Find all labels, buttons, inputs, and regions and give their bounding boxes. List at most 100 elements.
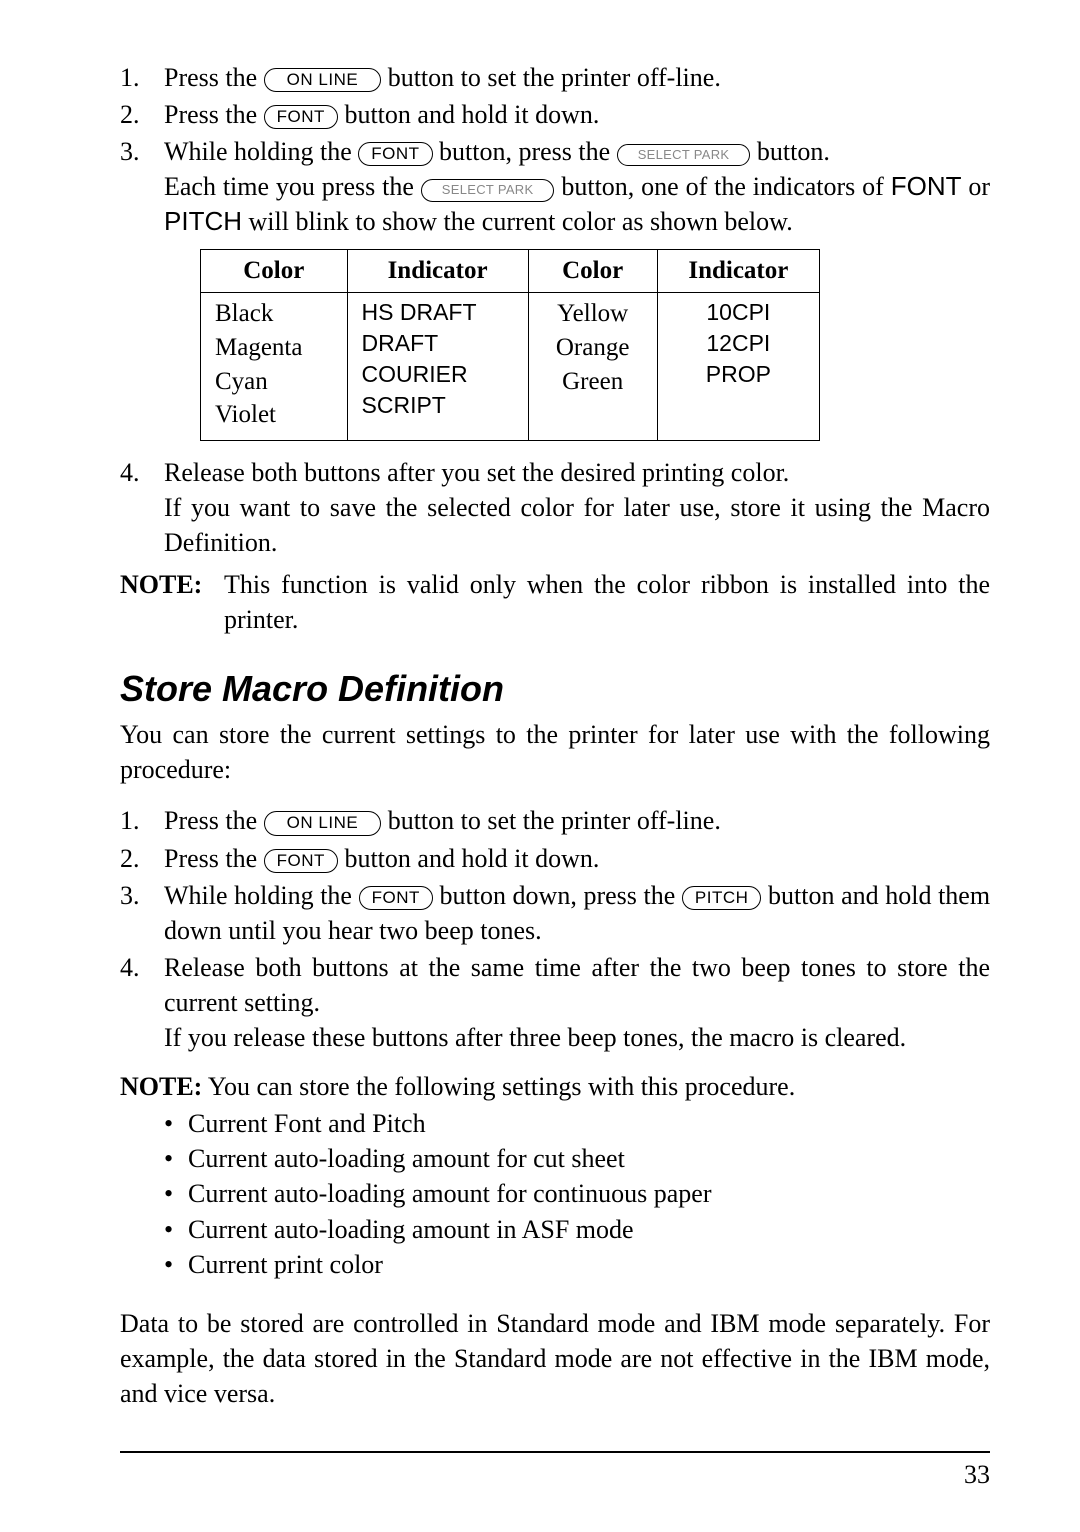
cell-line: COURIER — [362, 359, 514, 390]
font-button-label: FONT — [264, 849, 338, 873]
bullet-text: Current Font and Pitch — [188, 1106, 426, 1141]
table-cell: HS DRAFT DRAFT COURIER SCRIPT — [347, 293, 528, 441]
pitch-button-label: PITCH — [682, 886, 762, 910]
bullet-dot: • — [164, 1247, 188, 1282]
bullet-item: •Current print color — [164, 1247, 990, 1282]
cell-line: Orange — [543, 331, 643, 365]
color-indicator-table: Color Indicator Color Indicator Black Ma… — [200, 249, 820, 441]
text: or — [962, 172, 991, 201]
text: button and hold it down. — [344, 100, 599, 129]
footer-rule — [120, 1451, 990, 1453]
font-word: FONT — [891, 171, 962, 201]
font-button-label: FONT — [359, 886, 433, 910]
list-body: Release both buttons at the same time af… — [164, 950, 990, 1055]
paragraph: Data to be stored are controlled in Stan… — [120, 1306, 990, 1411]
note-block: NOTE: This function is valid only when t… — [120, 567, 990, 637]
text: While holding the — [164, 881, 352, 910]
cell-line: SCRIPT — [362, 390, 514, 421]
table-header-row: Color Indicator Color Indicator — [201, 250, 820, 293]
list-body: Press the ON LINE button to set the prin… — [164, 803, 990, 838]
list-body: Press the FONT button and hold it down. — [164, 841, 990, 876]
list-number: 3. — [120, 878, 164, 948]
list-number: 3. — [120, 134, 164, 239]
note-label: NOTE: — [120, 1072, 202, 1101]
font-button-label: FONT — [358, 142, 432, 166]
online-button-label: ON LINE — [264, 68, 382, 92]
cell-line: 12CPI — [672, 328, 805, 359]
cell-line: Magenta — [215, 331, 333, 365]
table-header: Indicator — [347, 250, 528, 293]
table-header: Color — [201, 250, 348, 293]
list-item: 2. Press the FONT button and hold it dow… — [120, 841, 990, 876]
text: Each time you press the — [164, 172, 414, 201]
list-body: Release both buttons after you set the d… — [164, 455, 990, 560]
cell-line: Cyan — [215, 365, 333, 399]
text: button and hold it down. — [344, 844, 599, 873]
list-number: 2. — [120, 97, 164, 132]
text: Release both buttons at the same time af… — [164, 953, 990, 1017]
cell-line: Black — [215, 297, 333, 331]
text: Press the — [164, 806, 257, 835]
table-row: Black Magenta Cyan Violet HS DRAFT DRAFT… — [201, 293, 820, 441]
text: button. — [757, 137, 830, 166]
text: button, press the — [439, 137, 610, 166]
list-body: Press the FONT button and hold it down. — [164, 97, 990, 132]
text: While holding the — [164, 137, 352, 166]
list-number: 4. — [120, 950, 164, 1055]
bullet-item: •Current Font and Pitch — [164, 1106, 990, 1141]
table-header: Indicator — [657, 250, 819, 293]
bullet-text: Current print color — [188, 1247, 383, 1282]
note-text: You can store the following settings wit… — [202, 1072, 795, 1101]
text: If you release these buttons after three… — [164, 1023, 906, 1052]
list-item: 4. Release both buttons after you set th… — [120, 455, 990, 560]
table-cell: Yellow Orange Green — [528, 293, 657, 441]
bullet-dot: • — [164, 1106, 188, 1141]
cell-line: Green — [543, 365, 643, 399]
bullet-dot: • — [164, 1176, 188, 1211]
bullet-item: •Current auto-loading amount in ASF mode — [164, 1212, 990, 1247]
text: button to set the printer off-line. — [388, 806, 721, 835]
list-body: Press the ON LINE button to set the prin… — [164, 60, 990, 95]
cell-line: Violet — [215, 398, 333, 432]
bullet-text: Current auto-loading amount for continuo… — [188, 1176, 711, 1211]
text: will blink to show the current color as … — [242, 207, 793, 236]
font-button-label: FONT — [264, 105, 338, 129]
list-body: While holding the FONT button down, pres… — [164, 878, 990, 948]
table-header: Color — [528, 250, 657, 293]
bullet-dot: • — [164, 1212, 188, 1247]
bullet-text: Current auto-loading amount in ASF mode — [188, 1212, 634, 1247]
section-heading: Store Macro Definition — [120, 665, 990, 714]
online-button-label: ON LINE — [264, 811, 382, 835]
cell-line: Yellow — [543, 297, 643, 331]
list-item: 3. While holding the FONT button, press … — [120, 134, 990, 239]
cell-line: DRAFT — [362, 328, 514, 359]
list-number: 1. — [120, 60, 164, 95]
list-number: 4. — [120, 455, 164, 560]
list-number: 1. — [120, 803, 164, 838]
text: button down, press the — [440, 881, 676, 910]
cell-line: 10CPI — [672, 297, 805, 328]
list-number: 2. — [120, 841, 164, 876]
bullet-item: •Current auto-loading amount for cut she… — [164, 1141, 990, 1176]
bullet-text: Current auto-loading amount for cut shee… — [188, 1141, 625, 1176]
bullet-list: •Current Font and Pitch •Current auto-lo… — [164, 1106, 990, 1281]
list-item: 1. Press the ON LINE button to set the p… — [120, 60, 990, 95]
text: Press the — [164, 844, 257, 873]
select-button-label: SELECT PARK — [617, 144, 751, 166]
text: If you want to save the selected color f… — [164, 493, 990, 557]
list-item: 4. Release both buttons at the same time… — [120, 950, 990, 1055]
table-cell: Black Magenta Cyan Violet — [201, 293, 348, 441]
list-item: 1. Press the ON LINE button to set the p… — [120, 803, 990, 838]
list-body: While holding the FONT button, press the… — [164, 134, 990, 239]
text: Press the — [164, 100, 257, 129]
text: Release both buttons after you set the d… — [164, 458, 789, 487]
note-label: NOTE: — [120, 570, 202, 599]
page: 1. Press the ON LINE button to set the p… — [0, 0, 1080, 1532]
paragraph: You can store the current settings to th… — [120, 717, 990, 787]
bullet-dot: • — [164, 1141, 188, 1176]
cell-line: HS DRAFT — [362, 297, 514, 328]
text: button, one of the indicators of — [561, 172, 883, 201]
cell-line: PROP — [672, 359, 805, 390]
page-number: 33 — [120, 1457, 990, 1492]
note-line: NOTE: You can store the following settin… — [120, 1069, 990, 1104]
